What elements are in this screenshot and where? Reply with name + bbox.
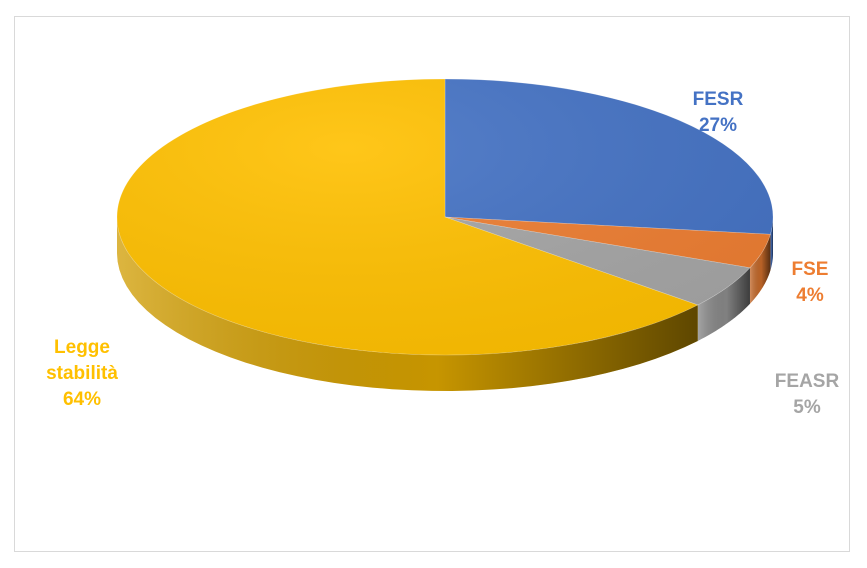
pie-chart [116, 78, 774, 391]
slice-label-fse: FSE 4% [785, 257, 835, 309]
pie-side-walls [117, 217, 773, 391]
slice-label-feasr-value: 5% [793, 397, 821, 418]
slice-label-legge-line2: stabilità [46, 363, 118, 384]
pie-top-faces [116, 78, 774, 356]
slice-label-feasr: FEASR 5% [767, 369, 847, 421]
slice-label-legge-stabilita: Legge stabilità 64% [27, 335, 137, 413]
chart-area: FESR 27% FSE 4% FEASR 5% Legge stabilità… [14, 16, 850, 552]
slice-label-fse-value: 4% [796, 285, 824, 306]
pie-top-shine [117, 79, 773, 355]
pie-side-shade-3 [117, 217, 698, 391]
slice-label-legge-line1: Legge [54, 337, 110, 358]
slice-label-fesr-value: 27% [698, 115, 738, 136]
pie-side-shade-2 [697, 267, 750, 341]
slice-label-fesr: FESR 27% [673, 87, 763, 139]
pie-side-shade-0 [770, 217, 773, 271]
slice-label-feasr-name: FEASR [774, 371, 840, 392]
slice-label-fse-name: FSE [791, 259, 829, 280]
slice-label-legge-value: 64% [62, 389, 102, 410]
pie-side-shade-1 [749, 234, 771, 304]
slice-label-fesr-name: FESR [692, 89, 744, 110]
